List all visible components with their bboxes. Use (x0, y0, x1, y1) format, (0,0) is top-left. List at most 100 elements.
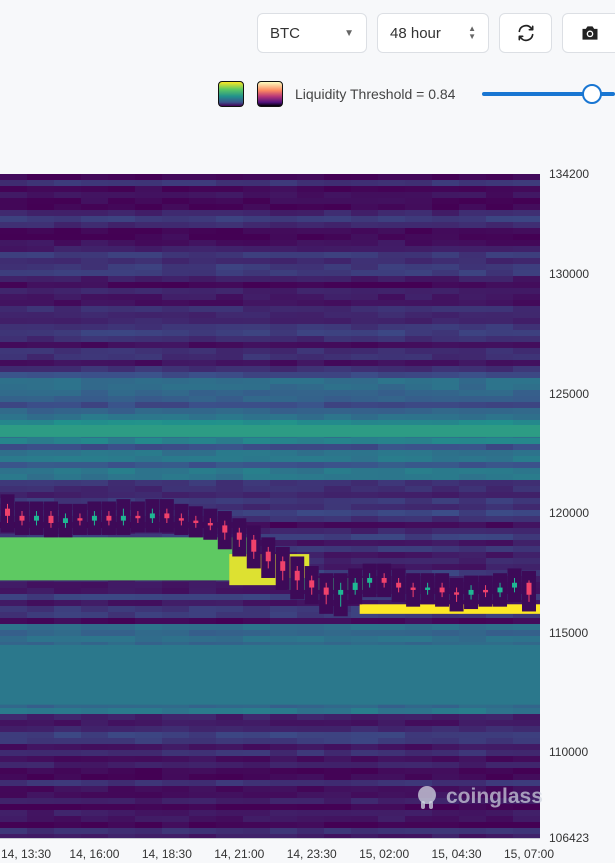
heatmap-cell (270, 504, 298, 511)
heatmap-cell (351, 600, 379, 607)
heatmap-cell (351, 798, 379, 805)
heatmap-cell (135, 204, 163, 211)
heatmap-cell (189, 438, 217, 445)
heatmap-cell (324, 264, 352, 271)
candle-body (236, 532, 242, 540)
heatmap-cell (405, 768, 433, 775)
heatmap-cell (351, 768, 379, 775)
heatmap-cell (432, 192, 460, 199)
heatmap-cell (81, 264, 109, 271)
heatmap-cell (324, 252, 352, 259)
heatmap-cell (81, 354, 109, 361)
heatmap-cell (135, 636, 163, 643)
heatmap-cell (81, 774, 109, 781)
heatmap-cell (135, 330, 163, 337)
heatmap-cell (0, 282, 28, 289)
heatmap-cell (513, 378, 540, 385)
heatmap-cell (243, 408, 271, 415)
heatmap-cell (162, 618, 190, 625)
heatmap-cell (513, 504, 540, 511)
heatmap-cell (243, 486, 271, 493)
heatmap-cell (162, 744, 190, 751)
heatmap-cell (0, 756, 28, 763)
heatmap-cell (216, 354, 244, 361)
heatmap-cell (270, 450, 298, 457)
heatmap-cell (432, 246, 460, 253)
heatmap-cell (108, 342, 136, 349)
viridis-palette-swatch[interactable] (218, 81, 244, 107)
heatmap-cell (108, 774, 136, 781)
heatmap-cell (351, 738, 379, 745)
heatmap-cell (108, 810, 136, 817)
threshold-slider-thumb[interactable] (582, 84, 602, 104)
heatmap-cell (243, 234, 271, 241)
heatmap-cell (54, 600, 82, 607)
heatmap-cell (135, 798, 163, 805)
heatmap-cell (378, 216, 406, 223)
heatmap-cell (459, 756, 487, 763)
heatmap-cell (81, 636, 109, 643)
heatmap-cell (189, 510, 217, 517)
heatmap-cell (378, 318, 406, 325)
heatmap-cell (162, 318, 190, 325)
heatmap-cell (216, 600, 244, 607)
heatmap-cell (351, 330, 379, 337)
heatmap-cell (162, 714, 190, 721)
heatmap-cell (0, 192, 28, 199)
heatmap-cell (189, 606, 217, 613)
heatmap-cell (270, 330, 298, 337)
heatmap-cell (486, 390, 514, 397)
heatmap-cell (27, 366, 55, 373)
heatmap-cell (297, 714, 325, 721)
heatmap-cell (0, 744, 28, 751)
coin-select[interactable]: BTC ▼ (257, 13, 367, 53)
heatmap-cell (513, 210, 540, 217)
heatmap-cell (405, 444, 433, 451)
heatmap-cell (0, 294, 28, 301)
heatmap-cell (297, 306, 325, 313)
heatmap-cell (216, 486, 244, 493)
heatmap-cell (378, 468, 406, 475)
heatmap-cell (486, 744, 514, 751)
heatmap-cell (486, 810, 514, 817)
heatmap-cell (162, 348, 190, 355)
heatmap-cell (108, 294, 136, 301)
heatmap-cell (108, 384, 136, 391)
heatmap-cell (378, 618, 406, 625)
heatmap-cell (162, 624, 190, 631)
heatmap-cell (27, 630, 55, 637)
heatmap-cell (0, 228, 28, 235)
heatmap-cell (378, 384, 406, 391)
heatmap-cell (486, 492, 514, 499)
heatmap-cell (81, 456, 109, 463)
heatmap-cell (432, 804, 460, 811)
refresh-button[interactable] (499, 13, 552, 53)
heatmap-cell (459, 438, 487, 445)
candle-body (468, 589, 474, 595)
heatmap-cell (108, 330, 136, 337)
heatmap-cell (297, 312, 325, 319)
heatmap-cell (189, 282, 217, 289)
candle-body (77, 518, 83, 521)
heatmap-cell (297, 630, 325, 637)
heatmap-cell (54, 732, 82, 739)
time-range-select[interactable]: 48 hour ▲ ▼ (377, 13, 489, 53)
heatmap-cell (351, 762, 379, 769)
heatmap-cell (243, 330, 271, 337)
heatmap-cell (378, 816, 406, 823)
heatmap-cell (405, 306, 433, 313)
heatmap-cell (405, 714, 433, 721)
heatmap-cell (405, 528, 433, 535)
heatmap-cell (513, 744, 540, 751)
heatmap-cell (0, 618, 28, 625)
screenshot-button[interactable] (562, 13, 615, 53)
heatmap-cell (0, 420, 28, 427)
threshold-slider-track[interactable] (482, 92, 615, 96)
heatmap-cell (108, 594, 136, 601)
heatmap-cell (108, 378, 136, 385)
heatmap-cell (270, 828, 298, 835)
heatmap-cell (0, 384, 28, 391)
heatmap-cell (81, 480, 109, 487)
heatmap-cell (513, 834, 540, 838)
magma-palette-swatch[interactable] (257, 81, 283, 107)
